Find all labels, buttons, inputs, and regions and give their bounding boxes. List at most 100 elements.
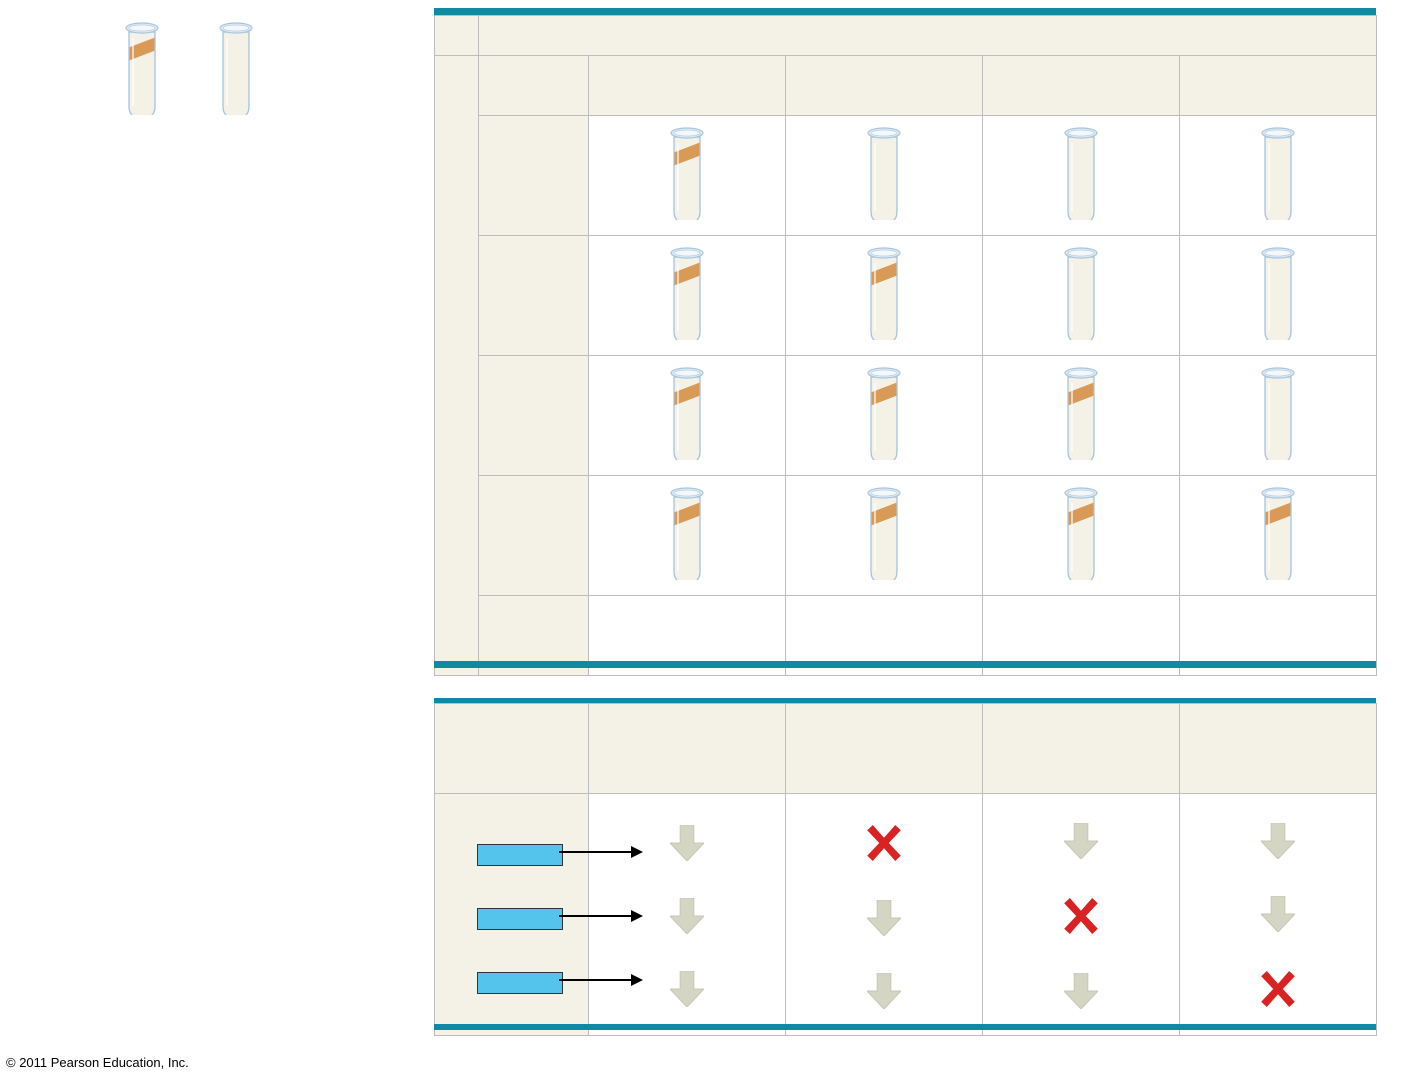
top-cell-0-1 (786, 116, 983, 236)
top-cell-1-2 (983, 236, 1180, 356)
gene-row-2 (477, 972, 643, 994)
bottom-data-col-2 (983, 794, 1180, 1036)
pathway-block-1-2 (1061, 896, 1101, 941)
panel-border-bottom (434, 661, 1376, 668)
pathway-step-2-0 (670, 971, 704, 1012)
top-col-header-3 (1180, 56, 1377, 116)
top-cell-3-0 (589, 476, 786, 596)
bottom-col-header-1 (786, 704, 983, 794)
thin-arrow-icon (559, 908, 643, 924)
test-tube-icon (125, 22, 159, 115)
gene-row-0 (477, 844, 643, 866)
pathway-step-2-2 (1064, 973, 1098, 1014)
pathway-block-0-1 (864, 823, 904, 868)
test-tube-icon (670, 367, 704, 460)
down-arrow-icon (1261, 823, 1295, 859)
pathway-step-0-3 (1261, 823, 1295, 864)
bottom-pathway-panel (434, 698, 1376, 1030)
test-tube-icon (670, 127, 704, 220)
top-cell-3-2 (983, 476, 1180, 596)
top-cell-2-1 (786, 356, 983, 476)
top-row-label-3 (479, 476, 589, 596)
test-tube-icon (670, 487, 704, 580)
bottom-col-header-2 (983, 704, 1180, 794)
stage: © 2011 Pearson Education, Inc. (0, 0, 1402, 1080)
test-tube-icon (1064, 127, 1098, 220)
test-tube-icon (1261, 367, 1295, 460)
pathway-step-1-3 (1261, 896, 1295, 937)
test-tube-icon (219, 22, 253, 115)
top-subheader-label (479, 56, 589, 116)
thin-arrow-icon (559, 844, 643, 860)
test-tube-icon (1064, 487, 1098, 580)
test-tube-icon (867, 487, 901, 580)
legend-tube-plain (219, 22, 253, 120)
test-tube-icon (867, 247, 901, 340)
down-arrow-icon (867, 900, 901, 936)
test-tube-icon (867, 367, 901, 460)
top-cell-2-0 (589, 356, 786, 476)
thin-arrow-icon (559, 972, 643, 988)
pathway-step-1-1 (867, 900, 901, 941)
panel-border-bottom (434, 1024, 1376, 1030)
test-tube-icon (1261, 247, 1295, 340)
copyright-text: © 2011 Pearson Education, Inc. (6, 1055, 189, 1070)
top-results-table (434, 15, 1377, 676)
test-tube-icon (1064, 367, 1098, 460)
down-arrow-icon (670, 825, 704, 861)
top-cell-0-3 (1180, 116, 1377, 236)
bottom-data-col-3 (1180, 794, 1377, 1036)
down-arrow-icon (1064, 973, 1098, 1009)
top-results-panel (434, 8, 1376, 668)
gene-bar-icon (477, 844, 563, 866)
down-arrow-icon (867, 973, 901, 1009)
top-side-span (435, 56, 479, 676)
top-row-label-0 (479, 116, 589, 236)
top-col-header-1 (786, 56, 983, 116)
gene-bar-icon (477, 908, 563, 930)
pathway-block-2-3 (1258, 969, 1298, 1014)
test-tube-icon (1064, 247, 1098, 340)
bottom-data-col-1 (786, 794, 983, 1036)
red-x-icon (1061, 896, 1101, 936)
bottom-gene-cell (435, 794, 589, 1036)
down-arrow-icon (670, 898, 704, 934)
top-cell-1-0 (589, 236, 786, 356)
top-cell-0-0 (589, 116, 786, 236)
bottom-pathway-table (434, 703, 1377, 1036)
gene-bar-icon (477, 972, 563, 994)
down-arrow-icon (1261, 896, 1295, 932)
top-header-span (479, 16, 1377, 56)
down-arrow-icon (670, 971, 704, 1007)
legend-tubes (125, 22, 253, 120)
top-cell-2-2 (983, 356, 1180, 476)
top-cell-2-3 (1180, 356, 1377, 476)
top-cell-1-1 (786, 236, 983, 356)
top-col-header-2 (983, 56, 1180, 116)
test-tube-icon (1261, 487, 1295, 580)
red-x-icon (1258, 969, 1298, 1009)
bottom-col-header-3 (1180, 704, 1377, 794)
red-x-icon (864, 823, 904, 863)
pathway-step-2-1 (867, 973, 901, 1014)
pathway-step-0-0 (670, 825, 704, 866)
down-arrow-icon (1064, 823, 1098, 859)
bottom-col-header-0 (589, 704, 786, 794)
bottom-header-label (435, 704, 589, 794)
top-cell-1-3 (1180, 236, 1377, 356)
test-tube-icon (1261, 127, 1295, 220)
pathway-step-0-2 (1064, 823, 1098, 864)
top-corner-cell (435, 16, 479, 56)
top-cell-0-2 (983, 116, 1180, 236)
top-row-label-2 (479, 356, 589, 476)
test-tube-icon (867, 127, 901, 220)
top-row-label-1 (479, 236, 589, 356)
top-cell-3-1 (786, 476, 983, 596)
panel-border-top (434, 8, 1376, 15)
test-tube-icon (670, 247, 704, 340)
legend-tube-orange (125, 22, 159, 120)
top-cell-3-3 (1180, 476, 1377, 596)
top-col-header-0 (589, 56, 786, 116)
pathway-step-1-0 (670, 898, 704, 939)
gene-row-1 (477, 908, 643, 930)
